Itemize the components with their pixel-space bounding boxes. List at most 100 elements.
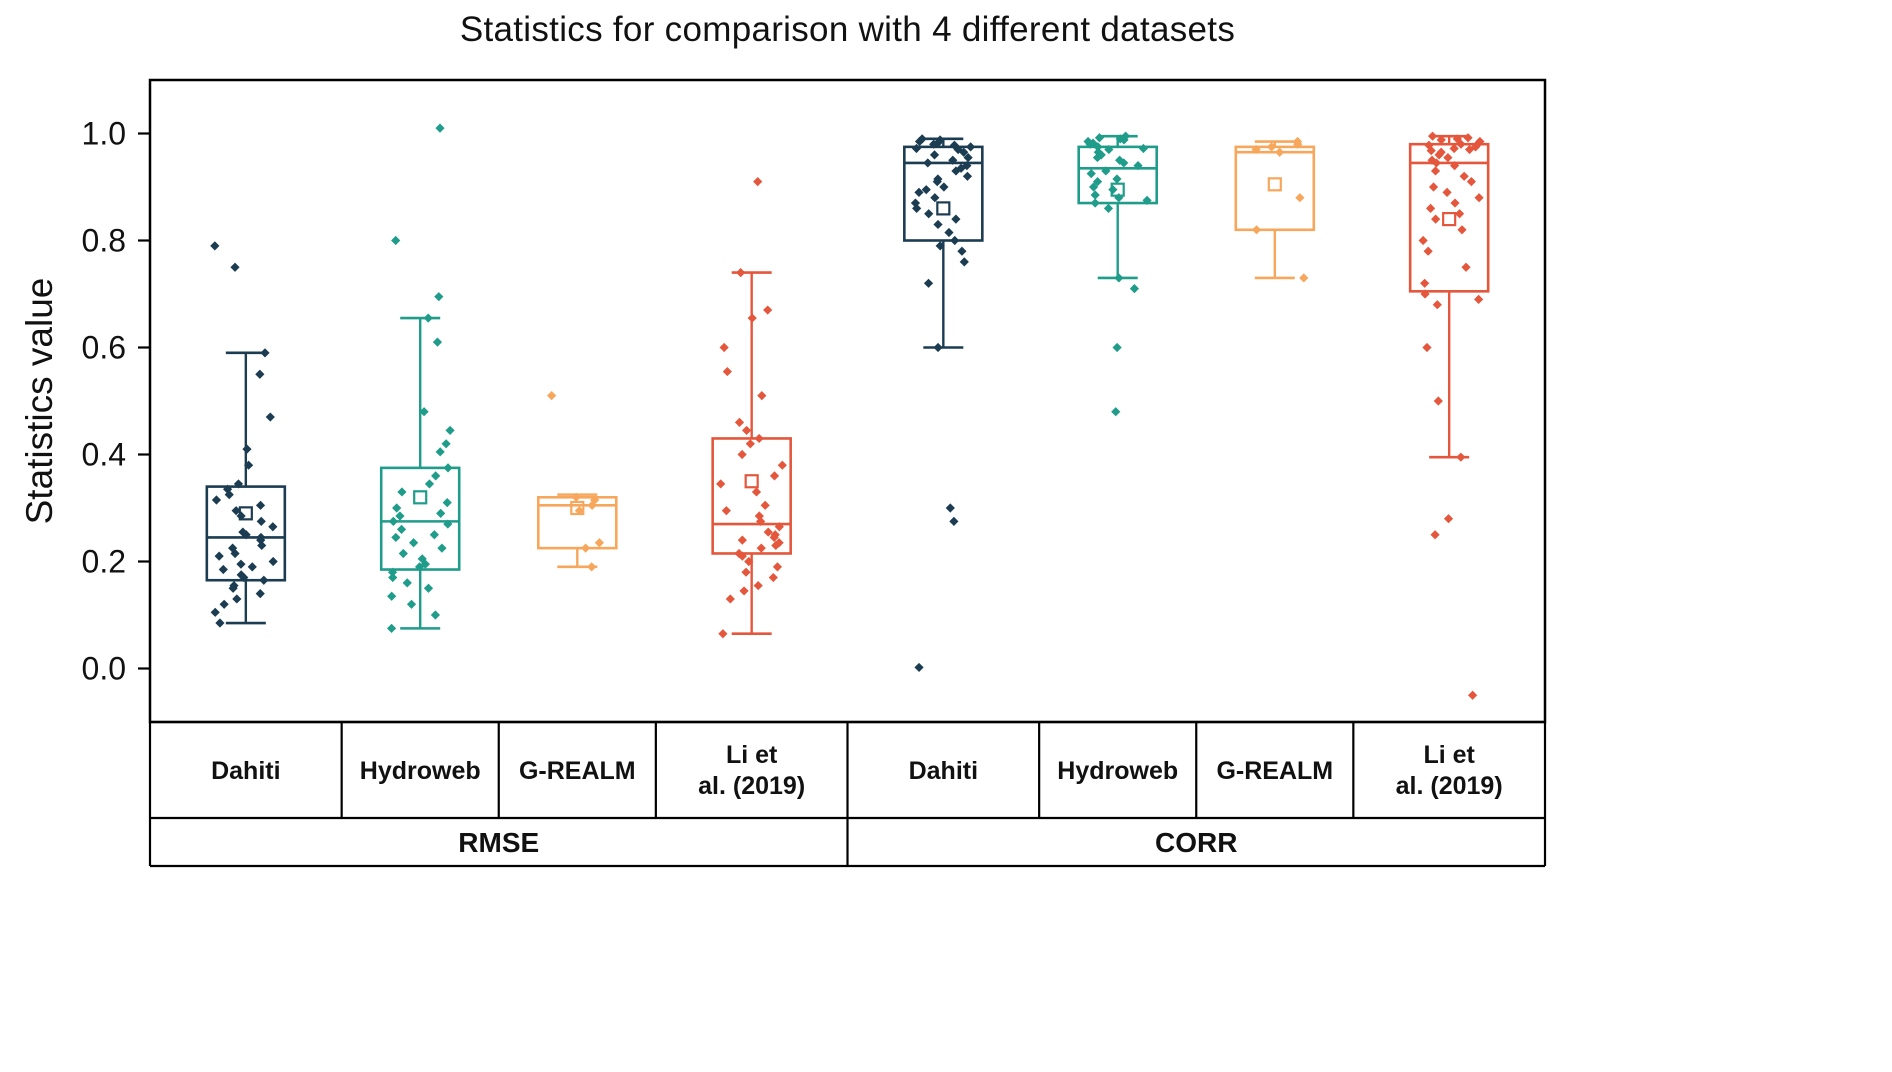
data-point <box>1138 143 1149 154</box>
data-point <box>1086 169 1096 179</box>
data-point <box>397 487 407 497</box>
box-rmse-li-et-al-2019 <box>711 177 792 639</box>
category-label-corr-dahiti: Dahiti <box>909 757 978 785</box>
data-point <box>210 241 220 251</box>
data-point <box>581 543 591 553</box>
data-point <box>1434 150 1444 160</box>
data-point <box>1466 177 1476 187</box>
data-point <box>1436 147 1446 157</box>
scatter-points <box>1418 131 1485 700</box>
data-point <box>1092 177 1103 187</box>
box-rmse-g-realm <box>536 391 618 572</box>
data-point <box>1266 142 1277 152</box>
data-point <box>391 235 401 246</box>
mean-marker <box>1442 212 1457 227</box>
data-point <box>402 578 412 588</box>
scatter-points <box>386 123 455 633</box>
data-point <box>930 193 940 203</box>
data-point <box>725 594 735 604</box>
data-point <box>1112 174 1122 184</box>
data-point <box>387 591 397 601</box>
data-point <box>754 433 764 444</box>
data-point <box>923 278 934 288</box>
data-point <box>948 155 958 165</box>
category-label-corr-li-et-al-2019: Li et al. (2019) <box>1396 741 1503 800</box>
data-point <box>1454 209 1465 219</box>
data-point <box>255 500 266 510</box>
data-point <box>1420 289 1430 299</box>
data-point <box>777 460 787 470</box>
box-corr-hydroweb <box>1077 131 1159 417</box>
data-point <box>753 177 763 187</box>
scatter-points <box>716 177 787 639</box>
data-point <box>951 166 961 176</box>
data-point <box>445 425 455 436</box>
data-point <box>755 516 766 526</box>
data-point <box>966 142 976 152</box>
data-point <box>945 503 955 513</box>
group-label-corr: CORR <box>1155 827 1237 858</box>
data-point <box>769 532 779 543</box>
data-point <box>911 143 922 154</box>
data-point <box>1092 152 1103 163</box>
data-point <box>443 463 453 473</box>
data-point <box>950 235 960 246</box>
data-point <box>1425 203 1436 213</box>
data-point <box>414 562 425 572</box>
data-point <box>247 562 257 572</box>
data-point <box>939 182 949 192</box>
data-point <box>932 177 942 187</box>
data-point <box>1431 158 1442 168</box>
category-label-rmse-li-et-al-2019: Li et al. (2019) <box>698 741 805 800</box>
data-point <box>1450 161 1460 171</box>
data-point <box>763 527 773 537</box>
data-point <box>232 594 242 604</box>
data-point <box>1112 342 1122 353</box>
y-tick-label: 0.6 <box>82 330 126 366</box>
data-point <box>590 495 600 505</box>
data-point <box>718 629 728 639</box>
data-point <box>431 471 441 481</box>
data-point <box>774 522 784 532</box>
data-point <box>1443 152 1453 163</box>
data-point <box>944 227 954 238</box>
box-rmse-dahiti <box>205 241 287 628</box>
data-point <box>1101 166 1111 176</box>
category-label-corr-hydroweb: Hydroweb <box>1057 757 1178 785</box>
data-point <box>211 495 222 505</box>
data-point <box>386 623 397 633</box>
y-tick-label: 1.0 <box>82 116 126 152</box>
data-point <box>1115 134 1125 144</box>
data-point <box>1428 182 1439 192</box>
mean-marker <box>936 201 951 216</box>
box-corr-dahiti <box>903 134 984 673</box>
data-point <box>929 139 939 149</box>
data-point <box>914 662 924 673</box>
box-rect <box>205 485 287 582</box>
data-point <box>435 447 445 457</box>
data-point <box>1093 142 1103 152</box>
box-rect <box>1077 145 1159 205</box>
scatter-points <box>1083 131 1152 417</box>
data-point <box>1299 273 1309 283</box>
data-point <box>430 610 440 620</box>
data-point <box>239 572 249 583</box>
data-point <box>436 508 446 518</box>
data-point <box>587 562 597 572</box>
data-point <box>745 439 755 449</box>
data-point <box>768 572 778 583</box>
data-point <box>255 589 265 599</box>
data-point <box>1427 131 1438 141</box>
data-point <box>594 538 605 548</box>
data-point <box>233 479 244 489</box>
data-point <box>230 262 240 272</box>
data-point <box>228 583 238 593</box>
data-point <box>1450 198 1460 208</box>
data-point <box>935 241 945 251</box>
data-point <box>1456 452 1466 462</box>
box-corr-g-realm <box>1234 136 1316 283</box>
box-rect <box>903 145 984 242</box>
group-label-rmse: RMSE <box>458 827 539 858</box>
y-tick-label: 0.8 <box>82 223 126 259</box>
